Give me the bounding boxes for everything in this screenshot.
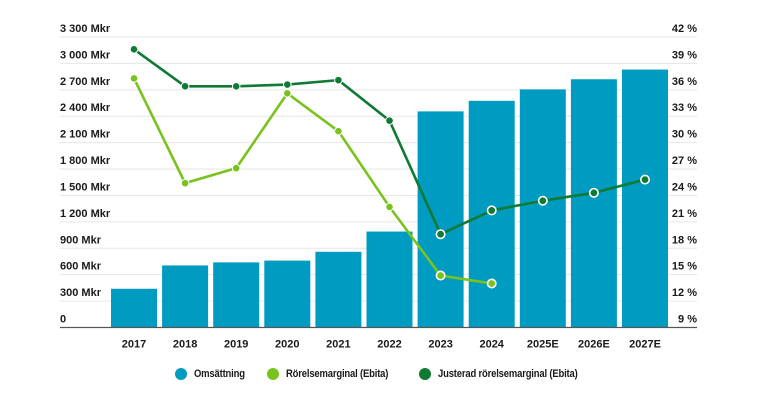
right-tick-label: 36 % <box>672 76 697 88</box>
data-point <box>231 163 241 173</box>
data-point <box>486 205 497 216</box>
bar <box>417 111 464 328</box>
data-point <box>385 202 394 212</box>
left-tick-label: 600 Mkr <box>60 261 102 273</box>
x-tick-label: 2017 <box>122 339 146 351</box>
line-series-rorelsemarginal <box>129 74 497 289</box>
right-tick-label: 39 % <box>672 49 697 61</box>
x-tick-label: 2024 <box>479 339 504 351</box>
legend-item-rorelsemarginal[interactable]: Rörelsemarginal (Ebita) <box>266 368 405 380</box>
x-tick-label: 2020 <box>275 339 299 351</box>
left-tick-label: 900 Mkr <box>60 234 102 246</box>
legend-dot-icon <box>174 368 187 380</box>
data-point <box>486 278 497 289</box>
data-point <box>231 81 241 91</box>
left-tick-label: 3 300 Mkr <box>60 23 111 35</box>
bar <box>622 69 668 328</box>
right-tick-label: 12 % <box>672 287 697 299</box>
data-point <box>180 81 190 91</box>
bar <box>519 89 566 328</box>
data-point <box>385 116 394 125</box>
x-tick-label: 2025E <box>527 339 559 351</box>
data-point <box>283 80 292 89</box>
left-tick-label: 1 800 Mkr <box>60 155 111 167</box>
left-tick-label: 1 500 Mkr <box>60 181 111 193</box>
data-point <box>435 229 446 240</box>
bar <box>111 288 157 328</box>
x-axis-ticks: 2017 2018 2019 2020 2021 2022 2023 2024 2025E 202… <box>122 339 661 351</box>
bar <box>366 231 413 328</box>
data-point <box>129 74 139 83</box>
legend-dot-icon <box>418 368 431 380</box>
x-tick-label: 2026E <box>578 339 610 351</box>
series-line <box>132 77 492 285</box>
right-tick-label: 21 % <box>672 208 697 220</box>
legend-label: Omsättning <box>193 368 245 380</box>
left-tick-label: 3 000 Mkr <box>60 49 111 61</box>
bar <box>213 262 260 328</box>
data-point <box>435 270 446 281</box>
bar <box>315 251 362 328</box>
legend-dot-icon <box>266 368 279 380</box>
x-tick-label: 2027E <box>629 339 661 351</box>
data-point <box>283 89 292 98</box>
right-tick-label: 15 % <box>672 261 697 273</box>
x-tick-label: 2021 <box>326 339 350 351</box>
bar <box>162 265 209 328</box>
left-tick-label: 2 100 Mkr <box>60 129 111 141</box>
bar-series-omsattning <box>111 69 668 328</box>
right-tick-label: 27 % <box>672 155 697 167</box>
line-series <box>129 45 650 289</box>
left-axis-ticks: 0 300 Mkr 600 Mkr 900 Mkr 1 200 Mkr 1 500 Mkr… <box>60 23 111 326</box>
bar <box>570 79 617 328</box>
left-tick-label: 1 200 Mkr <box>60 208 111 220</box>
x-tick-label: 2018 <box>173 339 197 351</box>
left-tick-label: 2 700 Mkr <box>60 76 111 88</box>
right-tick-label: 24 % <box>672 181 697 193</box>
x-tick-label: 2022 <box>377 339 401 351</box>
line-series-justerad-rorelsemarginal <box>129 45 650 240</box>
data-point <box>334 126 343 136</box>
legend-item-justerad-rorelsemarginal[interactable]: Justerad rörelsemarginal (Ebita) <box>418 368 600 380</box>
data-point <box>537 195 548 206</box>
legend: Omsättning Rörelsemarginal (Ebita) Juste… <box>0 364 776 384</box>
legend-label: Justerad rörelsemarginal (Ebita) <box>437 368 578 380</box>
x-tick-label: 2023 <box>428 339 452 351</box>
right-tick-label: 18 % <box>672 234 697 246</box>
bar <box>264 260 311 328</box>
right-tick-label: 30 % <box>672 129 697 141</box>
right-tick-label: 9 % <box>678 314 697 326</box>
legend-item-omsattning[interactable]: Omsättning <box>174 368 253 380</box>
right-tick-label: 42 % <box>672 23 697 35</box>
legend-label: Rörelsemarginal (Ebita) <box>285 368 389 380</box>
data-point <box>334 75 343 85</box>
data-point <box>129 45 139 54</box>
left-tick-label: 0 <box>60 314 66 326</box>
left-tick-label: 2 400 Mkr <box>60 102 111 114</box>
x-tick-label: 2019 <box>224 339 248 351</box>
left-tick-label: 300 Mkr <box>60 287 102 299</box>
right-tick-label: 33 % <box>672 102 697 114</box>
data-point <box>180 178 190 188</box>
data-point <box>588 187 599 198</box>
right-axis-ticks: 9 % 12 % 15 % 18 % 21 % 24 % 27 % 30 % 33 % 36 % 3… <box>672 23 697 326</box>
data-point <box>639 174 650 185</box>
